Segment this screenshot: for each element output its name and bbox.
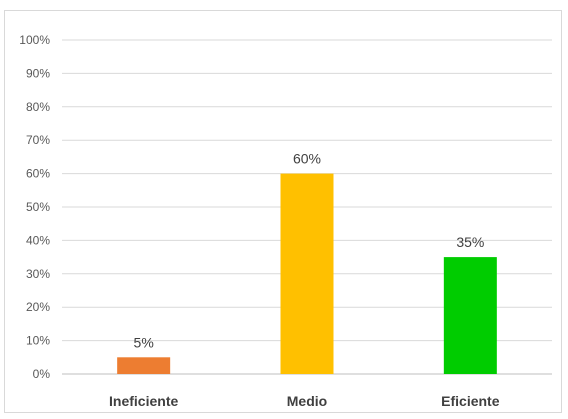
y-tick-label: 10% [26,334,50,348]
data-label-ineficiente: 5% [134,334,154,350]
y-tick-label: 80% [26,100,50,114]
bars [117,173,497,374]
y-tick-label: 60% [26,167,50,181]
data-label-medio: 60% [293,151,321,167]
bar-ineficiente [117,357,171,374]
data-label-eficiente: 35% [456,234,484,250]
category-label-eficiente: Eficiente [441,393,500,409]
y-tick-label: 50% [26,200,50,214]
category-labels: Ineficiente Medio Eficiente [109,393,500,409]
bar-eficiente [443,257,497,374]
category-label-ineficiente: Ineficiente [109,393,178,409]
category-label-medio: Medio [287,393,327,409]
y-tick-label: 0% [33,367,51,381]
y-tick-label: 70% [26,133,50,147]
y-axis-tick-labels: 0% 10% 20% 30% 40% 50% 60% 70% 80% 90% 100% [19,33,50,381]
bar-medio [280,173,334,374]
y-tick-label: 90% [26,66,50,80]
y-tick-label: 30% [26,267,50,281]
y-tick-label: 40% [26,233,50,247]
y-tick-label: 20% [26,300,50,314]
data-labels: 5% 60% 35% [134,151,485,351]
y-tick-label: 100% [19,33,50,47]
